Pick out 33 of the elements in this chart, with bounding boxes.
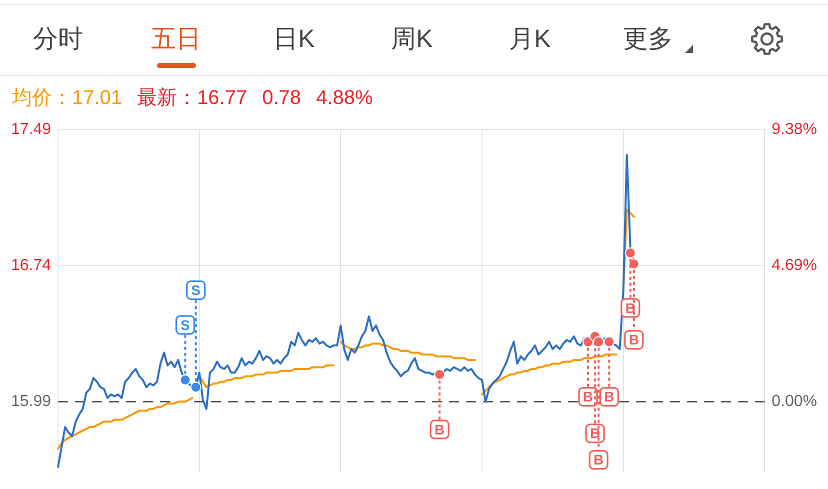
text: 0.78 [262,87,302,109]
text: B [628,332,639,348]
text: B [590,425,600,442]
text: S [180,316,190,333]
y2-tick-label: 9.38% [772,121,818,138]
text: S [191,282,200,298]
point [190,382,202,393]
y-tick-label: 17.49 [10,121,52,138]
text: 均价：17.01 [12,87,122,109]
text: 4.88% [316,87,373,109]
text: B [582,388,594,405]
legend-label: B [604,388,614,405]
point [582,336,594,348]
point [628,258,640,270]
text: 日K [272,24,316,55]
point [434,368,446,380]
text: B [625,300,636,316]
text: B [594,452,604,468]
text: 分时 [32,24,84,55]
point [624,247,636,258]
text: B [434,421,445,438]
text: 五日 [150,24,202,55]
y2-tick-label: 4.69% [772,257,818,274]
text: 月K [508,24,552,55]
point [604,336,615,348]
point [593,336,604,348]
text: 周K [390,24,434,55]
y-tick-label: 16.74 [10,257,52,274]
text: 最新：16.77 [137,87,248,109]
y2-tick-label: 0.00% [772,393,818,410]
y-tick-label: 15.99 [10,393,52,410]
text: 更多 [622,24,674,55]
point [180,374,191,386]
